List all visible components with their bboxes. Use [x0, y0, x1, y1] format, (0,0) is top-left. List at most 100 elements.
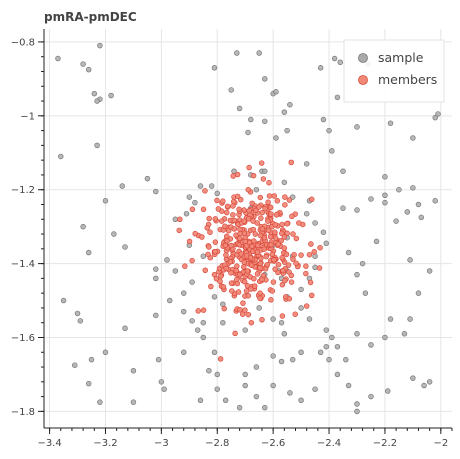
sample-point [298, 305, 304, 311]
sample-point [354, 207, 360, 213]
sample-point [245, 129, 251, 136]
sample-point [303, 210, 310, 217]
members-point [257, 260, 264, 267]
members-point [272, 229, 278, 235]
chart-title: pmRA-pmDEC [44, 10, 137, 24]
sample-point [432, 114, 438, 121]
sample-point [108, 92, 114, 99]
x-tick-label: −3.4 [37, 438, 61, 449]
sample-point [208, 183, 215, 189]
members-point [251, 275, 257, 282]
legend-marker-members [358, 75, 368, 85]
sample-point [228, 87, 234, 93]
sample-point [340, 205, 346, 211]
members-point [286, 197, 293, 203]
members-point [228, 270, 234, 276]
sample-point [97, 399, 103, 405]
members-point [267, 233, 274, 240]
sample-point [317, 65, 324, 71]
members-point [282, 277, 288, 284]
sample-point [91, 90, 98, 97]
sample-point [77, 318, 84, 324]
sample-point [368, 196, 374, 202]
members-point [236, 271, 243, 278]
members-point [269, 251, 276, 258]
sample-point [387, 120, 394, 126]
sample-point [415, 201, 422, 208]
members-point [222, 242, 229, 249]
members-point [220, 284, 227, 290]
sample-point [312, 220, 318, 226]
members-point [237, 226, 243, 232]
x-tick-label: −2 [433, 438, 448, 449]
members-point [283, 251, 290, 258]
sample-point [273, 89, 279, 95]
sample-point [354, 401, 360, 407]
sample-point [194, 327, 201, 333]
members-point [244, 268, 251, 274]
sample-point [197, 397, 204, 404]
members-point [189, 206, 196, 213]
members-point [255, 242, 261, 249]
members-point [195, 308, 202, 314]
sample-point [214, 190, 221, 197]
sample-point [153, 266, 159, 272]
sample-point [153, 275, 159, 282]
members-point [254, 220, 260, 226]
sample-point [298, 397, 304, 404]
sample-point [155, 356, 162, 363]
members-point [284, 230, 290, 237]
sample-point [164, 257, 170, 263]
members-point [237, 307, 243, 313]
members-point [303, 303, 310, 309]
members-point [228, 242, 234, 249]
sample-point [180, 349, 187, 356]
sample-point [153, 312, 159, 319]
series-sample [55, 42, 441, 415]
members-point [257, 194, 264, 201]
members-point [288, 272, 295, 279]
sample-point [130, 399, 137, 405]
members-point [270, 279, 277, 285]
members-point [189, 257, 195, 264]
sample-point [200, 319, 207, 326]
sample-point [334, 343, 341, 350]
sample-point [222, 397, 229, 404]
sample-point [418, 214, 425, 221]
members-point [308, 292, 315, 299]
sample-point [284, 127, 290, 134]
members-point [205, 251, 211, 258]
members-point [279, 281, 286, 288]
members-point [234, 171, 241, 178]
members-point [282, 194, 288, 200]
members-point [176, 227, 183, 234]
members-point [296, 220, 302, 226]
members-point [242, 238, 248, 245]
members-point [182, 263, 188, 269]
members-point [273, 212, 280, 218]
members-point [261, 234, 268, 241]
sample-point [130, 367, 137, 374]
members-point [215, 206, 222, 212]
sample-point [368, 393, 374, 400]
plot-points [55, 42, 441, 415]
members-point [293, 235, 300, 242]
y-tick-label: −0.8 [11, 37, 35, 48]
sample-point [236, 105, 243, 112]
members-point [218, 218, 225, 224]
members-point [236, 206, 242, 213]
members-point [237, 196, 244, 203]
sample-point [211, 349, 218, 356]
sample-point [58, 153, 64, 160]
sample-point [172, 268, 179, 274]
members-point [248, 319, 255, 326]
members-point [253, 207, 259, 214]
sample-point [382, 192, 388, 199]
members-point [227, 259, 234, 265]
members-point [231, 217, 238, 224]
members-point [293, 260, 299, 266]
members-point [177, 216, 183, 223]
sample-point [88, 356, 95, 363]
members-point [250, 172, 257, 179]
y-tick-label: −1.2 [11, 185, 35, 196]
